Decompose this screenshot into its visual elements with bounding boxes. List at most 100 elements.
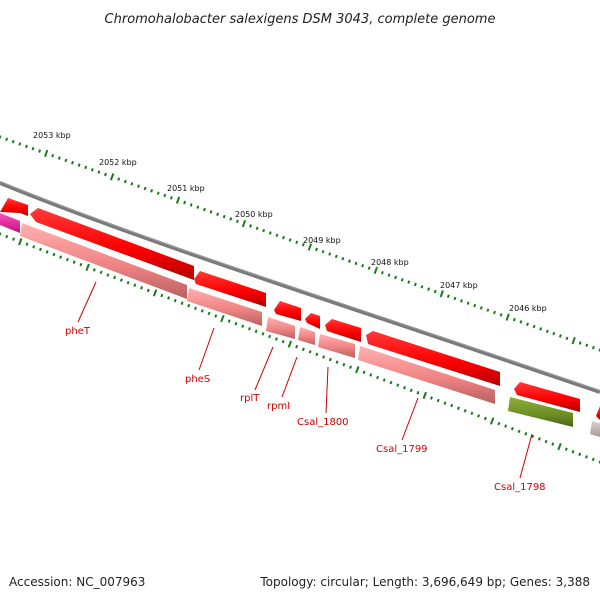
scale-tick-minor [99,270,103,275]
scale-tick-minor [531,434,535,439]
scale-tick-minor [77,163,81,167]
scale-tick-major [152,289,158,297]
scale-tick-minor [11,139,15,144]
scale-tick-minor [591,457,595,462]
scale-tick-minor [90,168,94,172]
scale-tick-major [571,336,576,345]
genome-backbone-highlight [0,181,600,391]
scale-tick-minor [38,149,42,153]
leader-Csal_1798 [519,433,533,479]
scale-tick-minor [104,172,107,177]
scale-tick-minor [31,146,35,151]
scale-tick-major [373,266,378,275]
gene-feature-pheT[interactable] [30,208,194,280]
scale-tick-minor [150,189,154,193]
gene-feature[interactable] [0,198,28,216]
gene-label-pheS[interactable]: pheS [185,374,210,385]
scale-tick-minor [341,256,345,261]
scale-tick-minor [564,447,568,451]
scale-tick-minor [202,207,206,212]
scale-tick-minor [71,160,74,165]
scale-tick-minor [268,334,272,339]
scale-tick-minor [0,135,2,139]
scale-tick-minor [477,414,481,418]
scale-tick-minor [380,270,384,275]
cds-feature-Csal_1800[interactable] [318,334,355,358]
scale-tick-minor [322,355,326,359]
scale-ticks-inner [0,232,600,464]
scale-tick-minor [38,247,42,252]
scale-tick-minor [123,179,127,184]
cds-feature-Csal_1799[interactable] [358,346,495,404]
scale-tick-minor [282,235,285,240]
scale-tick-minor [427,287,431,291]
cds-feature[interactable] [0,213,20,233]
gene-label-Csal_1800[interactable]: Csal_1800 [297,417,349,428]
scale-tick-minor [532,324,536,329]
scale-tick-minor [354,261,358,266]
scale-tick-minor [25,242,29,246]
scale-tick-minor [473,303,477,308]
gene-feature-Csal_1799[interactable] [366,331,500,386]
cds-feature-rplT[interactable] [266,317,295,339]
cds-feature[interactable] [590,421,600,437]
genome-backbone [0,181,600,394]
scale-tick-major [307,243,313,251]
scale-tick-minor [275,233,279,238]
gene-feature[interactable] [596,406,600,420]
gene-feature-Csal_1800[interactable] [325,319,361,342]
gene-track [0,198,600,420]
scale-tick-minor [247,327,251,331]
scale-tick-minor [342,362,346,367]
scale-tick-minor [173,298,177,303]
gene-label-Csal_1798[interactable]: Csal_1798 [494,482,546,493]
cds-feature-pheT[interactable] [20,223,187,299]
scale-tick-major [175,196,181,204]
scale-tick-minor [227,319,231,323]
scale-tick-major [355,366,360,374]
scale-tick-minor [18,142,22,146]
cds-feature-Csal_1798[interactable] [508,397,573,427]
scale-tick-major [18,238,23,246]
gene-label-pheT[interactable]: pheT [65,326,91,337]
scale-tick-minor [229,217,233,221]
scale-label: 2047 kbp [440,281,478,290]
scale-tick-minor [585,455,588,459]
gene-feature-rpmI[interactable] [305,313,320,329]
scale-tick-minor [137,184,140,188]
gene-feature-rplT[interactable] [274,301,301,321]
scale-tick-minor [551,442,555,446]
scale-tick-minor [517,429,521,434]
scale-tick-minor [119,278,123,282]
scale-label: 2049 kbp [303,236,341,245]
scale-tick-major [422,391,427,400]
scale-tick-minor [274,337,278,341]
scale-tick-minor [234,321,238,326]
scale-tick-minor [65,257,69,262]
gene-feature-Csal_1798[interactable] [514,382,580,412]
scale-tick-minor [403,385,406,390]
scale-tick-minor [200,309,204,313]
gene-label-rplT[interactable]: rplT [240,393,260,404]
scale-tick-minor [51,153,55,158]
gene-label-Csal_1799[interactable]: Csal_1799 [376,444,428,455]
leader-rpmI [281,356,298,398]
scale-tick-minor [167,296,171,300]
scale-tick-minor [189,203,193,207]
scale-tick-minor [140,286,144,290]
scale-tick-minor [64,158,68,163]
scale-tick-minor [376,375,380,380]
scale-tick-minor [400,278,404,282]
scale-tick-minor [463,409,467,413]
scale-tick-minor [92,268,96,272]
scale-tick-minor [97,170,101,174]
scale-tick-minor [261,332,265,336]
cds-feature-pheS[interactable] [187,288,262,326]
scale-tick-major [44,149,49,158]
gene-label-rpmI[interactable]: rpmI [267,401,290,412]
scale-tick-major [557,443,562,451]
scale-tick-minor [486,308,490,312]
cds-feature-rpmI[interactable] [298,327,315,345]
scale-tick-minor [268,231,272,235]
gene-feature-pheS[interactable] [194,271,266,307]
